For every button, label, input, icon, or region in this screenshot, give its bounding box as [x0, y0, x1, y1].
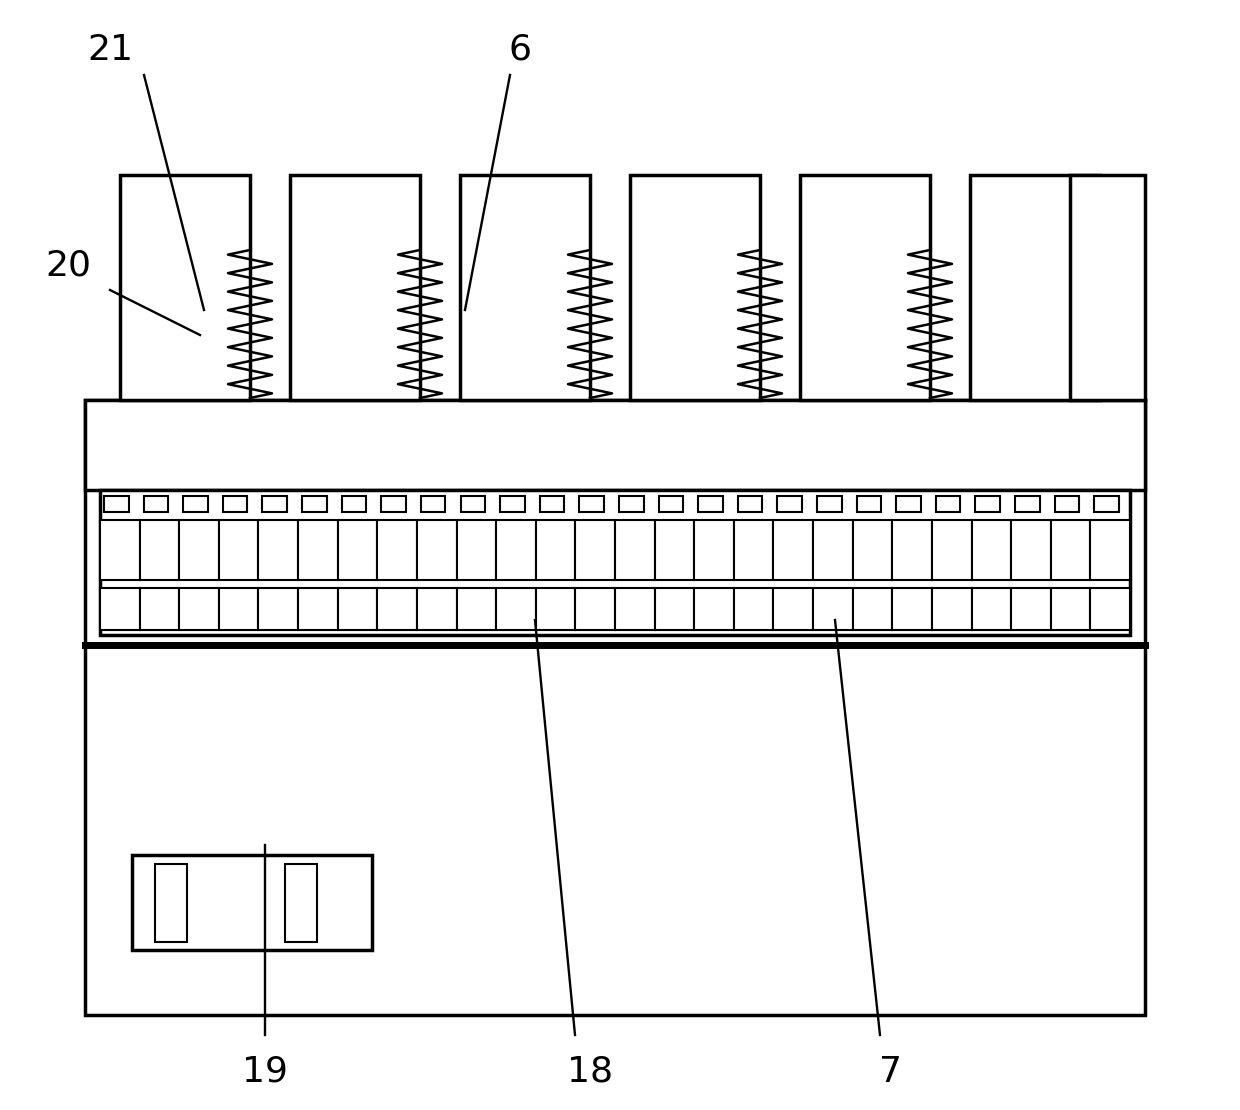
Bar [932, 588, 971, 630]
Bar [813, 519, 853, 581]
Bar [381, 496, 405, 512]
Text: 21: 21 [87, 33, 133, 67]
Bar [377, 588, 417, 630]
Bar [658, 496, 683, 512]
Bar [290, 175, 420, 400]
Bar [893, 588, 932, 630]
Bar [1095, 496, 1118, 512]
Bar [734, 588, 774, 630]
Bar [285, 864, 317, 942]
Bar [456, 519, 496, 581]
Bar [893, 519, 932, 581]
Bar [976, 496, 1001, 512]
Bar [970, 175, 1100, 400]
Bar [971, 588, 1011, 630]
Bar [536, 588, 575, 630]
Bar [460, 175, 590, 400]
Bar [579, 496, 604, 512]
Bar [1070, 175, 1145, 400]
Bar [800, 175, 930, 400]
Bar [140, 519, 180, 581]
Bar [258, 588, 298, 630]
Bar [857, 496, 882, 512]
Bar [698, 496, 723, 512]
Bar [86, 400, 1145, 1015]
Bar [100, 490, 1130, 635]
Bar [1011, 519, 1050, 581]
Bar [1090, 588, 1130, 630]
Bar [655, 519, 694, 581]
Bar [738, 496, 763, 512]
Bar [180, 519, 218, 581]
Bar [120, 175, 250, 400]
Bar [539, 496, 564, 512]
Text: 18: 18 [567, 1054, 613, 1089]
Bar [615, 519, 655, 581]
Bar [417, 588, 456, 630]
Bar [655, 588, 694, 630]
Bar [897, 496, 921, 512]
Bar [337, 588, 377, 630]
Text: 19: 19 [242, 1054, 288, 1089]
Bar [500, 496, 525, 512]
Bar [1050, 588, 1090, 630]
Bar [180, 588, 218, 630]
Bar [263, 496, 286, 512]
Bar [932, 519, 971, 581]
Text: 20: 20 [45, 248, 91, 282]
Bar [258, 519, 298, 581]
Bar [615, 588, 655, 630]
Bar [774, 519, 813, 581]
Bar [298, 519, 337, 581]
Bar [936, 496, 961, 512]
Bar [619, 496, 644, 512]
Bar [86, 400, 1145, 490]
Bar [298, 588, 337, 630]
Bar [496, 519, 536, 581]
Bar [630, 175, 760, 400]
Bar [337, 519, 377, 581]
Bar [694, 588, 734, 630]
Bar [853, 588, 893, 630]
Bar [734, 519, 774, 581]
Bar [1011, 588, 1050, 630]
Bar [218, 588, 258, 630]
Bar [774, 588, 813, 630]
Bar [303, 496, 326, 512]
Bar [1055, 496, 1079, 512]
Bar [813, 588, 853, 630]
Bar [184, 496, 208, 512]
Bar [817, 496, 842, 512]
Bar [1090, 519, 1130, 581]
Bar [417, 519, 456, 581]
Text: 6: 6 [508, 33, 532, 67]
Bar [1050, 519, 1090, 581]
Bar [536, 519, 575, 581]
Bar [100, 588, 140, 630]
Bar [140, 588, 180, 630]
Bar [144, 496, 169, 512]
Bar [342, 496, 366, 512]
Text: 7: 7 [878, 1054, 901, 1089]
Bar [694, 519, 734, 581]
Bar [223, 496, 247, 512]
Bar [420, 496, 445, 512]
Bar [131, 855, 372, 950]
Bar [104, 496, 129, 512]
Bar [971, 519, 1011, 581]
Bar [155, 864, 187, 942]
Bar [853, 519, 893, 581]
Bar [456, 588, 496, 630]
Bar [1016, 496, 1039, 512]
Bar [777, 496, 802, 512]
Bar [100, 519, 140, 581]
Bar [460, 496, 485, 512]
Bar [377, 519, 417, 581]
Bar [218, 519, 258, 581]
Bar [496, 588, 536, 630]
Bar [575, 519, 615, 581]
Bar [575, 588, 615, 630]
